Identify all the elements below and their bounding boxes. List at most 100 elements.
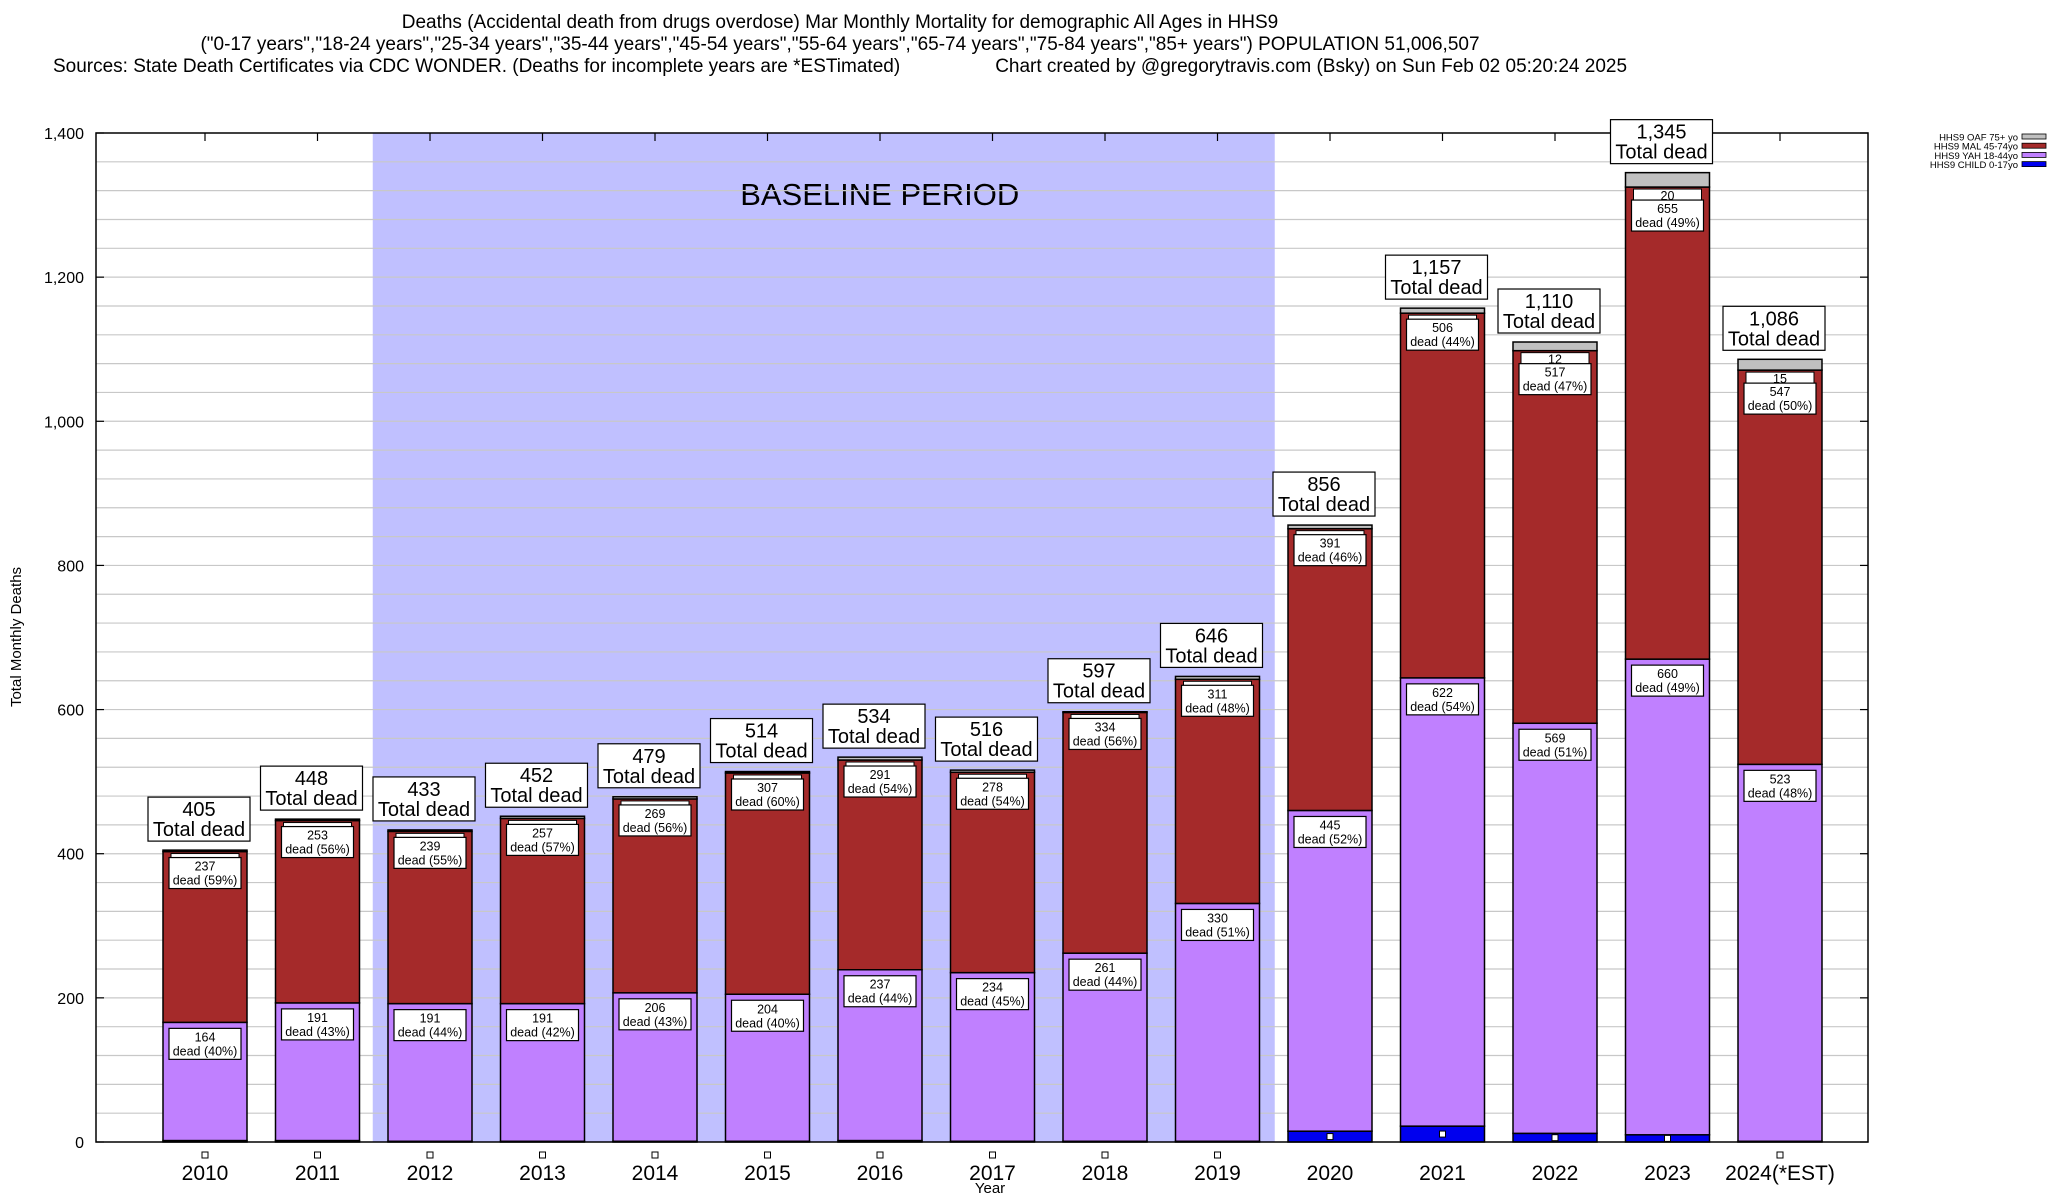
yah-label-pct: dead (48%): [1748, 786, 1813, 800]
legend-label: HHS9 CHILD 0-17yo: [1930, 160, 2018, 171]
yah-label-box: [1630, 664, 1705, 697]
total-label-box: [1272, 471, 1376, 517]
yah-label-pct: dead (40%): [173, 1044, 238, 1058]
mal-label-value: 311: [1208, 687, 1228, 701]
x-axis-label: Year: [975, 1180, 1005, 1197]
child-value-marker: [876, 1151, 884, 1159]
yah-label-value: 330: [1207, 911, 1228, 925]
chart-title: Deaths (Accidental death from drugs over…: [401, 12, 1279, 33]
total-label-value: 448: [295, 768, 328, 790]
total-label-box: [1497, 288, 1601, 334]
total-label-suffix: Total dead: [1503, 311, 1595, 333]
yah-label-box: [505, 1009, 580, 1042]
yah-label-pct: dead (44%): [398, 1026, 463, 1040]
total-label-box: [822, 703, 926, 749]
total-label-value: 452: [520, 765, 553, 787]
bar-hhs9-oaf-75-yo-2019: [1174, 675, 1261, 681]
y-tick-label: 200: [57, 991, 84, 1008]
total-label-suffix: Total dead: [1278, 494, 1370, 516]
child-value-marker: [1214, 1151, 1221, 1159]
mal-label-box: [1518, 363, 1592, 396]
mal-label-box: [1743, 382, 1817, 415]
mal-label-value: 307: [757, 781, 778, 795]
mal-label-pct: dead (50%): [1748, 399, 1813, 413]
mal-label-box: [618, 804, 692, 837]
chart-sources-line: Sources: State Death Certificates via CD…: [0, 56, 1680, 78]
yah-label-pct: dead (44%): [848, 992, 913, 1006]
bar-hhs9-yah-18-44yo-2023: [1624, 658, 1711, 1136]
bar-hhs9-yah-18-44yo-2024EST: [1737, 763, 1823, 1143]
yah-label-value: 234: [982, 981, 1003, 995]
bar-hhs9-oaf-75-yo-2021: [1399, 307, 1486, 314]
mal-label-box: [505, 823, 580, 856]
legend-label: HHS9 YAH 18-44yo: [1934, 151, 2018, 162]
x-tick-label: 2011: [295, 1162, 340, 1185]
mal-label-pct: dead (57%): [510, 840, 575, 854]
yah-label-pct: dead (40%): [735, 1016, 800, 1030]
total-label-suffix: Total dead: [603, 766, 695, 788]
mal-label-value: 506: [1432, 321, 1453, 335]
mal-label-box: [843, 765, 917, 798]
x-tick-label: 2014: [632, 1162, 679, 1185]
mal-label-box: [1630, 199, 1705, 232]
mal-label-pct: dead (44%): [1410, 335, 1475, 349]
mal-label-value: 237: [195, 860, 216, 874]
y-tick-label: 600: [57, 703, 84, 720]
total-label-box: [709, 717, 814, 764]
mal-label-box: [393, 836, 467, 869]
mal-label-box: [1068, 717, 1142, 751]
yah-label-box: [1518, 728, 1592, 761]
total-label-box: [1047, 658, 1151, 704]
yah-label-pct: dead (54%): [1410, 700, 1475, 714]
total-label-box: [372, 776, 476, 822]
yah-label-pct: dead (52%): [1298, 832, 1363, 846]
bar-hhs9-oaf-75-yo-2017: [949, 769, 1036, 774]
total-label-suffix: Total dead: [1165, 645, 1257, 667]
yah-label-pct: dead (51%): [1185, 925, 1250, 939]
yah-label-value: 445: [1320, 818, 1341, 832]
mal-label-pct: dead (54%): [960, 794, 1025, 808]
yah-label-value: 261: [1095, 961, 1116, 975]
yah-label-value: 206: [645, 1001, 666, 1015]
bars-layer: [162, 171, 1823, 1143]
yah-label-value: 569: [1545, 731, 1566, 745]
yah-label-box: [1068, 958, 1142, 991]
mal-label-box: [1405, 318, 1480, 351]
yah-label-box: [955, 978, 1030, 1011]
axes-layer: 0 200 400 600 800 1,000 1,200 1,400: [44, 126, 1869, 1152]
mal-label-value: 239: [420, 839, 441, 853]
total-label-box: [1722, 305, 1826, 351]
x-tick-label: 2021: [1419, 1162, 1466, 1185]
y-tick-label: 1,000: [44, 414, 84, 431]
bar-hhs9-oaf-75-yo-2015: [724, 770, 811, 774]
y-tick-label: 400: [57, 847, 84, 864]
child-value-marker: [1664, 1134, 1671, 1142]
total-label-value: 514: [745, 721, 778, 743]
total-label-value: 534: [857, 706, 890, 728]
mal-label-value: 291: [870, 768, 891, 782]
chart-sources: Sources: State Death Certificates via CD…: [52, 56, 901, 77]
yah-label-pct: dead (43%): [623, 1015, 688, 1029]
total-label-box: [484, 762, 589, 808]
bar-hhs9-mal-45-74yo-2021: [1399, 312, 1486, 679]
total-label-value: 433: [407, 779, 440, 801]
yah-label-value: 204: [757, 1002, 778, 1016]
total-label-suffix: Total dead: [1615, 142, 1707, 164]
